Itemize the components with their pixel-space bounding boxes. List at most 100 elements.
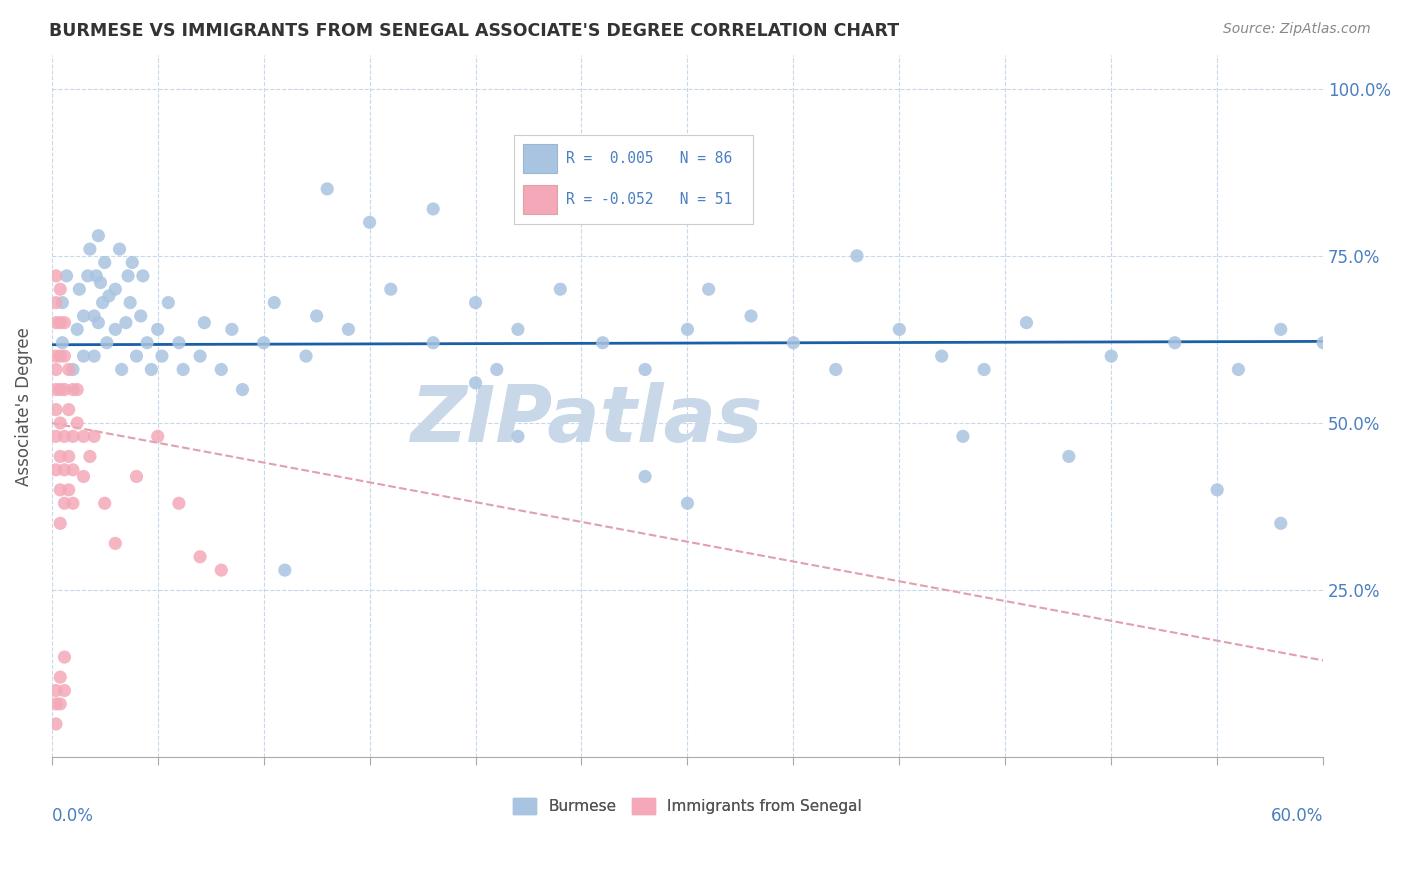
- Text: ZIPatlas: ZIPatlas: [409, 383, 762, 458]
- Point: [89, 276, 111, 290]
- Point: [49, 349, 72, 363]
- Point: [889, 322, 911, 336]
- Point: [49, 316, 72, 330]
- Point: [550, 282, 572, 296]
- Point: [93, 496, 115, 510]
- Point: [506, 429, 529, 443]
- Text: 60.0%: 60.0%: [1271, 806, 1323, 824]
- Point: [1227, 362, 1250, 376]
- Point: [83, 429, 105, 443]
- Text: 0.0%: 0.0%: [52, 806, 94, 824]
- Point: [824, 362, 846, 376]
- Point: [53, 683, 76, 698]
- Text: BURMESE VS IMMIGRANTS FROM SENEGAL ASSOCIATE'S DEGREE CORRELATION CHART: BURMESE VS IMMIGRANTS FROM SENEGAL ASSOC…: [49, 22, 900, 40]
- Point: [83, 309, 105, 323]
- Point: [193, 316, 215, 330]
- Point: [53, 429, 76, 443]
- Text: Source: ZipAtlas.com: Source: ZipAtlas.com: [1223, 22, 1371, 37]
- Point: [782, 335, 804, 350]
- Point: [87, 228, 110, 243]
- Point: [952, 429, 974, 443]
- Point: [231, 383, 253, 397]
- Point: [49, 450, 72, 464]
- Point: [150, 349, 173, 363]
- Point: [1057, 450, 1080, 464]
- Point: [45, 463, 67, 477]
- Point: [117, 268, 139, 283]
- Point: [79, 242, 101, 256]
- Point: [72, 349, 94, 363]
- Point: [221, 322, 243, 336]
- Point: [45, 717, 67, 731]
- Point: [125, 349, 148, 363]
- Point: [167, 496, 190, 510]
- Point: [931, 349, 953, 363]
- Point: [62, 496, 84, 510]
- Point: [592, 335, 614, 350]
- Point: [62, 383, 84, 397]
- Point: [53, 316, 76, 330]
- Legend: Burmese, Immigrants from Senegal: Burmese, Immigrants from Senegal: [508, 792, 868, 820]
- Point: [49, 483, 72, 497]
- Point: [316, 182, 339, 196]
- Point: [188, 349, 211, 363]
- FancyBboxPatch shape: [523, 145, 557, 173]
- Point: [1312, 335, 1334, 350]
- Point: [72, 309, 94, 323]
- Point: [337, 322, 360, 336]
- Point: [49, 516, 72, 531]
- Point: [422, 335, 444, 350]
- Text: R =  0.005   N = 86: R = 0.005 N = 86: [567, 151, 733, 166]
- Point: [51, 335, 73, 350]
- Point: [188, 549, 211, 564]
- Point: [634, 469, 657, 483]
- Point: [108, 242, 131, 256]
- Y-axis label: Associate's Degree: Associate's Degree: [15, 326, 32, 486]
- Point: [209, 362, 232, 376]
- Point: [263, 295, 285, 310]
- Point: [253, 335, 276, 350]
- Point: [45, 349, 67, 363]
- Point: [96, 335, 118, 350]
- Point: [53, 349, 76, 363]
- Point: [45, 362, 67, 376]
- Point: [1206, 483, 1229, 497]
- Point: [1270, 516, 1292, 531]
- Point: [157, 295, 180, 310]
- Point: [72, 469, 94, 483]
- Point: [305, 309, 328, 323]
- Point: [104, 322, 127, 336]
- Point: [973, 362, 995, 376]
- Point: [51, 295, 73, 310]
- Point: [72, 429, 94, 443]
- Point: [676, 322, 699, 336]
- Point: [49, 416, 72, 430]
- Point: [115, 316, 138, 330]
- Point: [136, 335, 159, 350]
- Text: R = -0.052   N = 51: R = -0.052 N = 51: [567, 192, 733, 207]
- Point: [66, 322, 89, 336]
- Point: [111, 362, 134, 376]
- Point: [62, 429, 84, 443]
- Point: [97, 289, 120, 303]
- Point: [104, 536, 127, 550]
- Point: [55, 268, 77, 283]
- Point: [49, 282, 72, 296]
- Point: [740, 309, 762, 323]
- Point: [125, 469, 148, 483]
- Point: [45, 429, 67, 443]
- Point: [129, 309, 152, 323]
- Point: [76, 268, 98, 283]
- Point: [172, 362, 194, 376]
- Point: [53, 463, 76, 477]
- Point: [506, 322, 529, 336]
- Point: [141, 362, 163, 376]
- Point: [422, 202, 444, 216]
- Point: [67, 282, 90, 296]
- Point: [58, 362, 80, 376]
- Point: [120, 295, 142, 310]
- Point: [66, 416, 89, 430]
- Point: [58, 483, 80, 497]
- Point: [62, 463, 84, 477]
- Point: [464, 376, 486, 390]
